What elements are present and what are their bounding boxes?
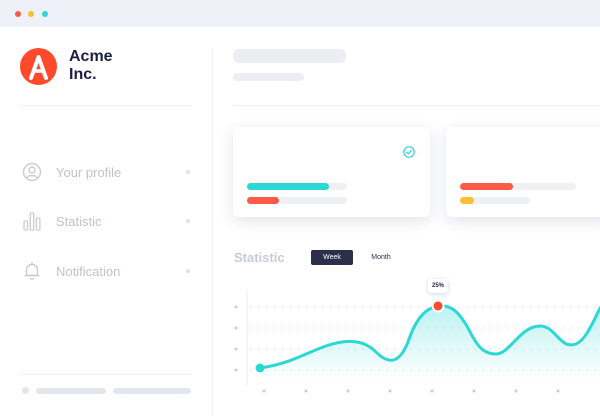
sidebar-item-indicator [186, 170, 190, 174]
sidebar-item-label: Notification [56, 264, 121, 279]
tab-month[interactable]: Month [371, 254, 391, 261]
user-circle-icon [22, 162, 42, 182]
close-window-dot[interactable] [15, 11, 21, 17]
sidebar-item-indicator [186, 269, 190, 273]
bell-icon [24, 261, 40, 280]
sidebar-separator [22, 105, 192, 106]
sidebar-item-statistic[interactable]: Statistic [22, 211, 194, 233]
progress-fill-red [247, 197, 279, 204]
tab-week[interactable]: Week [311, 250, 353, 265]
progress-track [460, 197, 530, 204]
chart-start-point [255, 363, 265, 373]
sidebar-footer-separator [22, 374, 192, 375]
header-separator [233, 105, 600, 106]
progress-fill-yellow [460, 197, 474, 204]
chart-tooltip: 25% [428, 279, 448, 293]
sidebar-item-notification[interactable]: Notification [22, 261, 194, 283]
progress-fill-teal [247, 183, 329, 190]
footer-placeholder-bar [113, 388, 191, 394]
footer-placeholder-dot [22, 387, 29, 394]
header-subtitle-placeholder [233, 73, 304, 81]
chart-x-ticks [262, 389, 560, 393]
chart-y-ticks [234, 305, 238, 372]
stat-card[interactable] [446, 127, 600, 217]
progress-fill-red [460, 183, 513, 190]
header-title-placeholder [233, 49, 346, 63]
progress-track [247, 183, 347, 190]
sidebar-divider [212, 48, 213, 416]
progress-track [460, 183, 576, 190]
maximize-window-dot[interactable] [42, 11, 48, 17]
chart-line [258, 304, 600, 370]
check-circle-icon [403, 146, 415, 158]
bar-chart-icon [23, 212, 41, 231]
statistic-title: Statistic [234, 250, 285, 265]
window-titlebar [0, 0, 600, 27]
sidebar-item-label: Statistic [56, 214, 102, 229]
footer-placeholder-bar [36, 388, 106, 394]
brand-name-line2: Inc. [69, 66, 97, 83]
sidebar-item-indicator [186, 219, 190, 223]
brand-logo[interactable] [20, 48, 57, 85]
chart-highlight-point [431, 299, 445, 313]
chart-area-fill [260, 305, 600, 380]
sidebar-item-label: Your profile [56, 165, 122, 180]
stat-card[interactable] [233, 127, 430, 217]
minimize-window-dot[interactable] [28, 11, 34, 17]
progress-track [247, 197, 347, 204]
brand-name-line1: Acme [69, 48, 113, 65]
sidebar-item-your-profile[interactable]: Your profile [22, 162, 194, 184]
statistic-line-chart [234, 290, 600, 393]
brand-name: Acme Inc. [69, 48, 113, 84]
logo-a-icon [29, 55, 48, 80]
